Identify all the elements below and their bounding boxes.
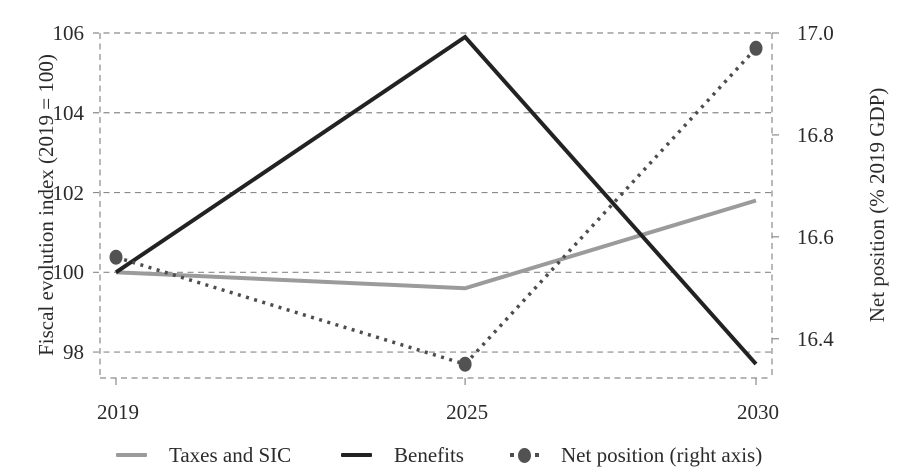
series-line-taxes-and-sic	[115, 198, 757, 291]
left-axis-tick-label: 106	[52, 21, 85, 45]
x-axis-tick-label: 2030	[737, 400, 779, 424]
legend-swatch-dotted-marker-icon	[510, 447, 539, 463]
left-axis-tick-label: 98	[63, 340, 84, 365]
x-axis-tick-label: 2019	[97, 400, 139, 424]
left-axis-title: Fiscal evolution index (2019 = 100)	[34, 54, 58, 356]
data-point-marker	[109, 249, 123, 265]
legend-swatch-line-icon	[116, 453, 147, 457]
legend-label: Benefits	[394, 442, 464, 467]
right-axis-title: Net position (% 2019 GDP)	[865, 87, 889, 323]
x-axis-tick-label: 2025	[446, 400, 489, 424]
legend-label: Net position (right axis)	[561, 442, 763, 467]
legend-item-net-position: Net position (right axis)	[510, 440, 762, 470]
legend-label: Taxes and SIC	[169, 442, 292, 467]
series-line-benefits	[114, 34, 758, 366]
left-axis-tick-label: 104	[52, 100, 85, 125]
right-axis-tick-label: 16.8	[797, 122, 834, 147]
left-axis-tick-label: 102	[52, 180, 85, 205]
right-axis-tick-label: 16.6	[797, 224, 834, 249]
data-point-marker	[458, 356, 472, 372]
legend-item-benefits: Benefits	[341, 440, 464, 470]
series-line-net-position-right-axis-	[115, 47, 758, 367]
legend: Taxes and SIC Benefits Net position (rig…	[0, 440, 900, 470]
right-axis-tick-label: 17.0	[797, 21, 834, 45]
legend-swatch-line-icon	[341, 453, 372, 457]
right-axis-tick-label: 16.4	[797, 326, 834, 351]
left-axis-tick-label: 100	[52, 260, 85, 285]
data-point-marker	[749, 40, 763, 56]
legend-item-taxes-and-sic: Taxes and SIC	[116, 440, 291, 470]
